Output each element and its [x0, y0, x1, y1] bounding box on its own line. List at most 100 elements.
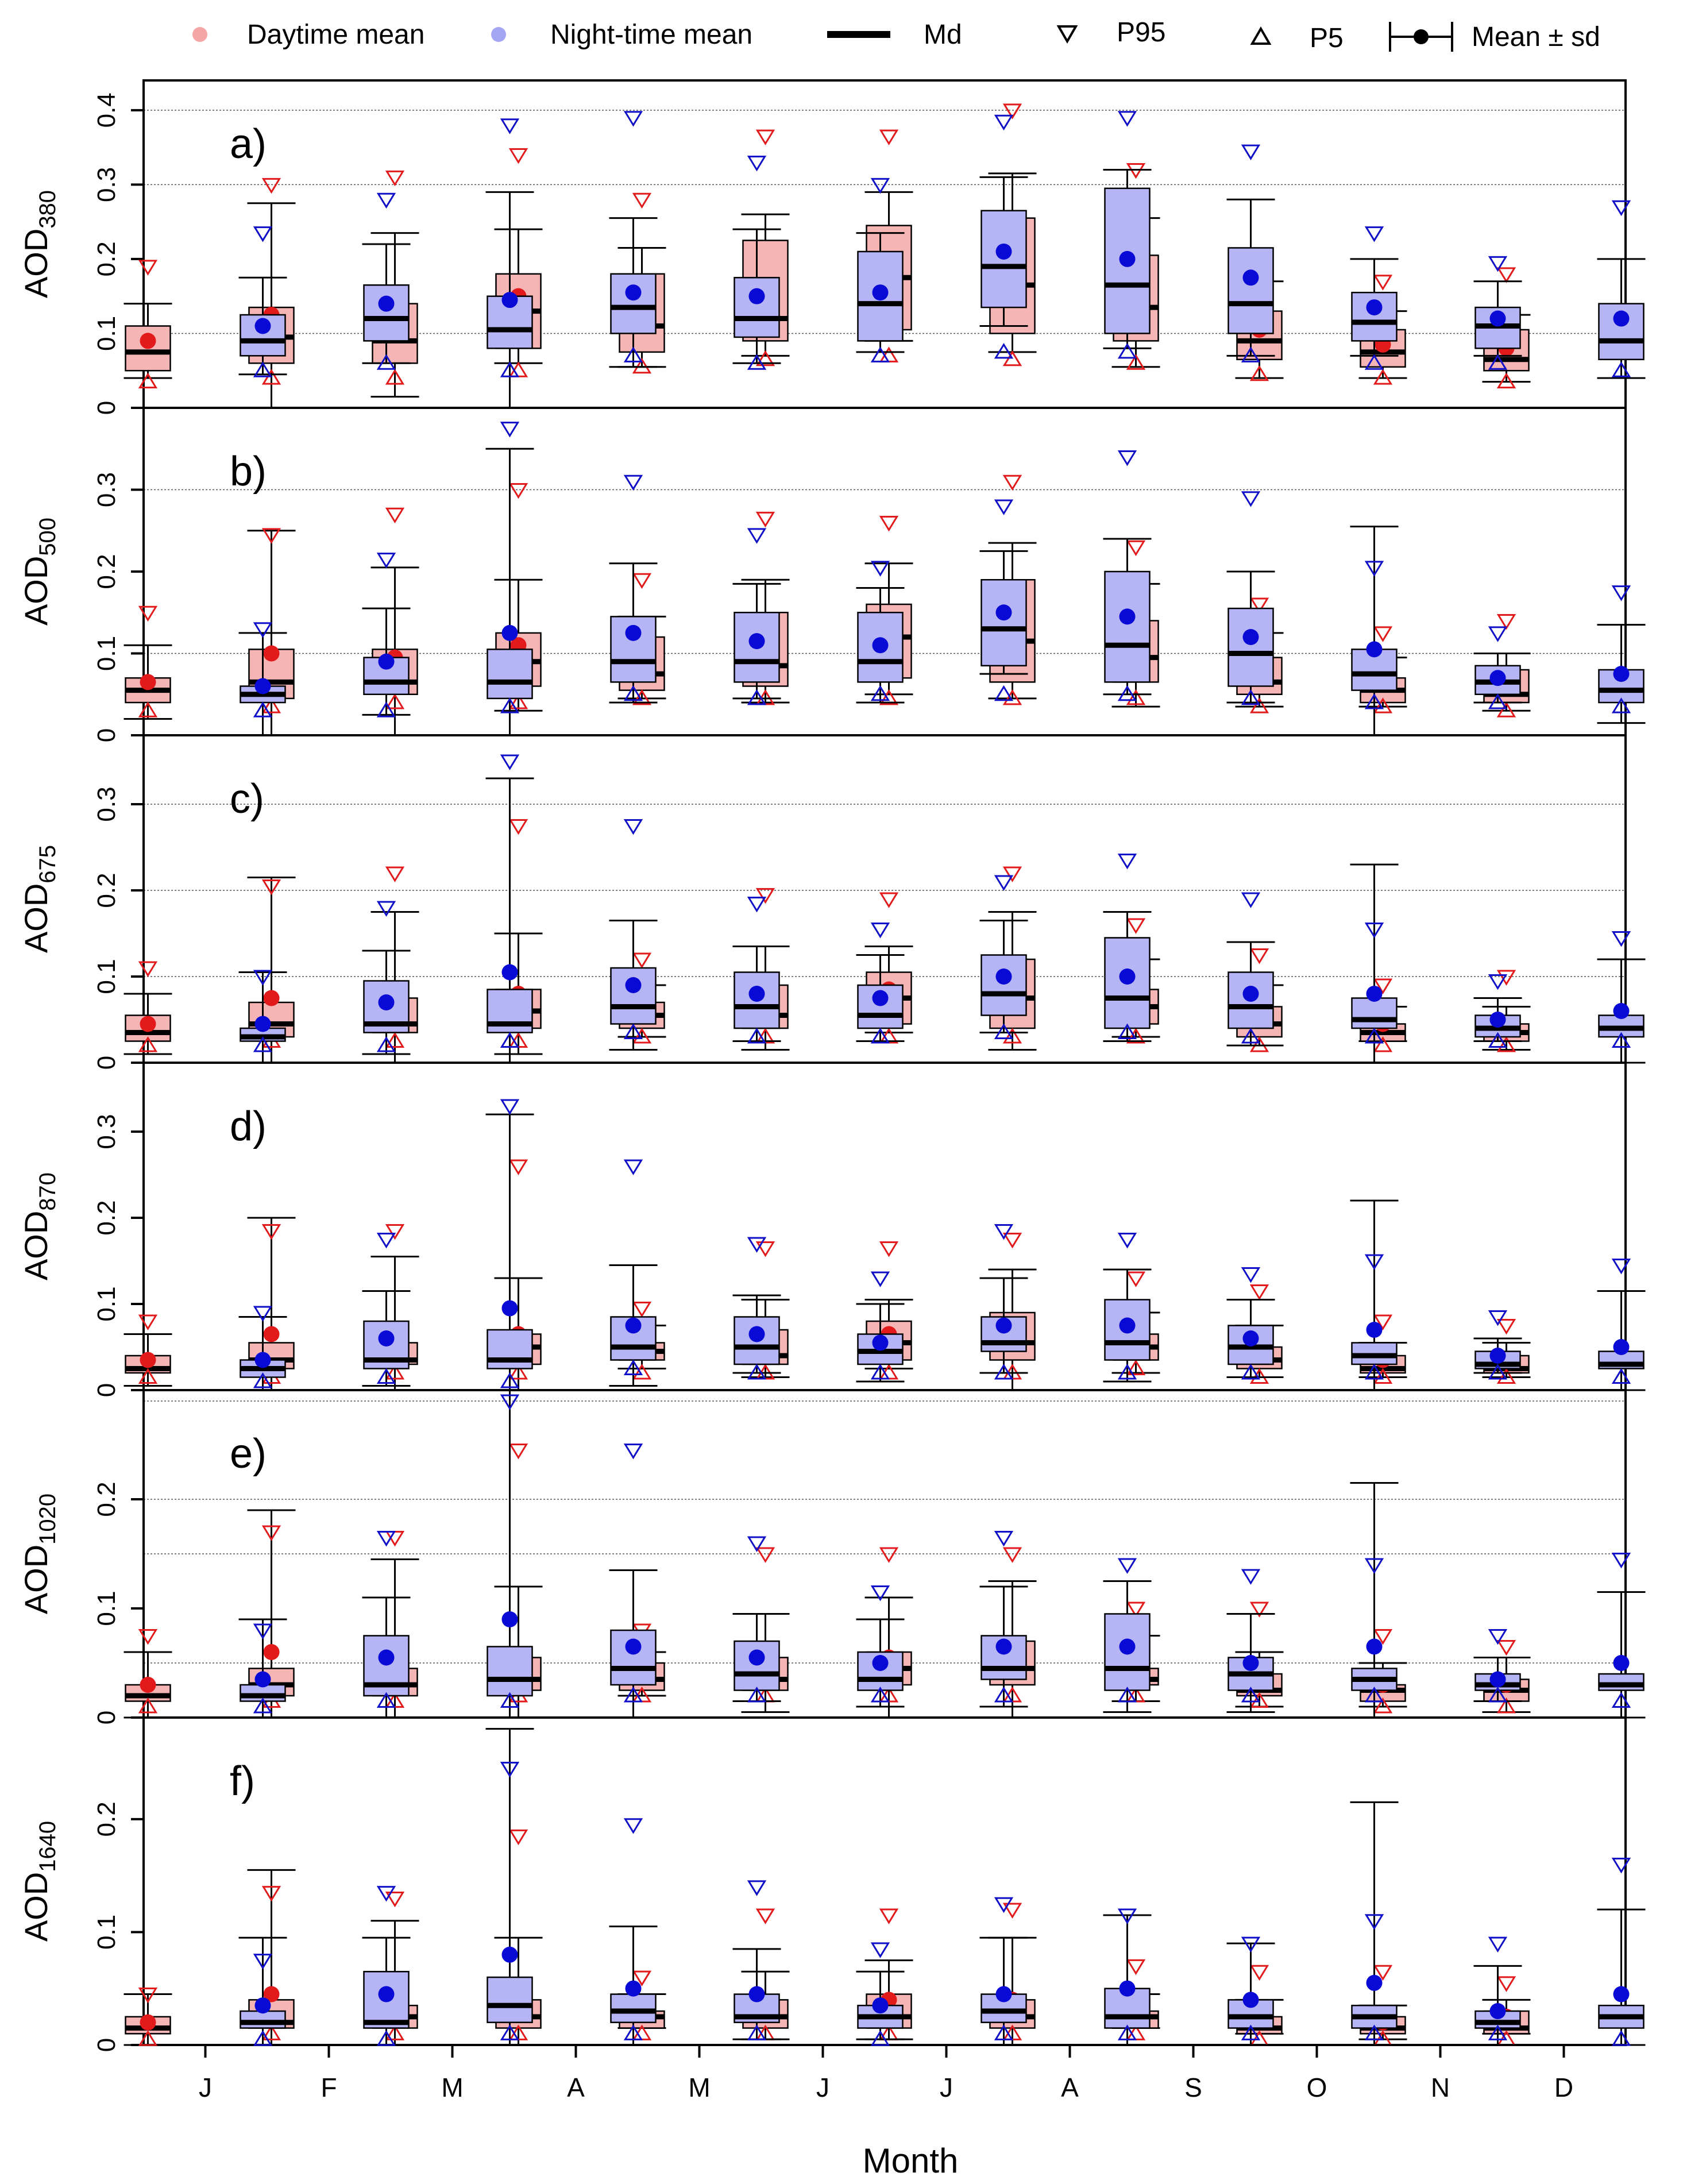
y-tick-label: 0: [92, 1711, 121, 1724]
p95-marker: [1126, 1271, 1146, 1287]
p5-marker: [1488, 693, 1508, 709]
p5-marker: [138, 1036, 158, 1052]
p5-marker: [994, 1364, 1014, 1380]
p95-marker: [500, 754, 520, 770]
p5-marker: [1117, 1023, 1137, 1039]
y-tick-label: 0.1: [92, 1591, 121, 1626]
night-box-N: [1473, 974, 1522, 1048]
p95-marker: [138, 260, 158, 276]
mean-point: [872, 637, 889, 654]
p5-marker: [1373, 1368, 1393, 1384]
p95-marker: [261, 1886, 281, 1902]
p95-marker: [1496, 1319, 1516, 1335]
p95-marker: [1249, 1284, 1269, 1301]
night-box-D: [1597, 200, 1646, 379]
p5-marker: [138, 701, 158, 717]
p5-marker: [385, 369, 405, 385]
mean-point: [872, 284, 889, 301]
p95-marker: [879, 129, 899, 146]
p95-marker: [508, 1829, 528, 1846]
p95-marker: [1002, 103, 1022, 119]
mean-point: [254, 1016, 271, 1032]
night-box-O: [1350, 226, 1399, 370]
night-box-J: [979, 114, 1028, 359]
p95-marker: [1117, 854, 1137, 870]
p95-marker: [1126, 918, 1146, 934]
iqr-box: [981, 954, 1027, 1016]
p5-marker: [138, 1368, 158, 1384]
iqr-box: [981, 579, 1027, 667]
panel-label: e): [230, 1431, 267, 1477]
p95-marker: [747, 528, 767, 544]
p95-marker: [1126, 163, 1146, 179]
p95-marker: [755, 1547, 775, 1563]
mean-point: [378, 1649, 395, 1666]
p95-marker: [1496, 1640, 1516, 1656]
p95-marker: [1373, 626, 1393, 642]
y-tick-label: 0: [92, 728, 121, 742]
p95-marker: [747, 1536, 767, 1552]
p5-marker: [1117, 685, 1137, 701]
p95-marker: [1496, 970, 1516, 986]
night-box-J: [979, 1897, 1028, 2046]
panel-c: 0 0.1 0.2 0.3 AOD675 c): [18, 734, 1646, 1070]
night-box-D: [1597, 585, 1646, 724]
mean-point: [254, 1671, 271, 1688]
legend-p5-icon: [1250, 26, 1272, 45]
p5-marker: [376, 701, 396, 717]
p95-marker: [1488, 1310, 1508, 1326]
night-box-D: [1597, 931, 1646, 1064]
p5-marker: [376, 1368, 396, 1384]
p5-marker: [1364, 1028, 1384, 1044]
p95-marker: [1611, 1259, 1631, 1275]
p95-marker: [1364, 1914, 1384, 1930]
mean-point: [263, 990, 280, 1006]
mean-point: [501, 292, 518, 308]
p5-marker: [1241, 1364, 1261, 1380]
p95-marker: [870, 1271, 890, 1287]
p5-marker: [253, 1697, 273, 1714]
p5-marker: [376, 354, 396, 370]
p5-marker: [1611, 1368, 1631, 1384]
p5-marker: [1364, 1364, 1384, 1380]
mean-point: [1119, 1980, 1136, 1997]
p5-marker: [1117, 2024, 1137, 2040]
p5-marker: [632, 1364, 652, 1380]
legend-item-mean-sd: Mean ± sd: [1389, 22, 1600, 52]
p95-marker: [1126, 540, 1146, 557]
p95-marker: [1373, 1314, 1393, 1330]
mean-point: [748, 1326, 765, 1342]
p95-marker: [261, 879, 281, 896]
x-tick-label: J: [816, 2073, 829, 2102]
p5-marker: [1249, 365, 1269, 381]
p5-marker: [508, 693, 528, 709]
p5-marker: [1611, 1692, 1631, 1708]
p5-marker: [1488, 2024, 1508, 2040]
iqr-box: [1227, 607, 1274, 687]
night-box-J: [238, 1936, 287, 2046]
p95-marker: [138, 1988, 158, 2004]
mean-point: [1366, 641, 1383, 658]
p5-marker: [385, 2024, 405, 2040]
night-box-N: [1473, 1310, 1522, 1380]
mean-point: [1119, 968, 1136, 985]
p95-marker: [500, 1761, 520, 1778]
p5-marker: [1496, 1697, 1516, 1714]
mean-point: [378, 1330, 395, 1346]
p95-marker: [385, 1891, 405, 1908]
p5-marker: [1241, 346, 1261, 362]
p5-marker: [870, 346, 890, 362]
legend-label-p5: P5: [1310, 23, 1344, 53]
p95-marker: [755, 888, 775, 904]
mean-point: [625, 284, 642, 301]
p5-marker: [385, 693, 405, 709]
night-box-M: [732, 528, 781, 705]
p5-marker: [1126, 689, 1146, 705]
p5-marker: [500, 1692, 520, 1708]
p5-marker: [870, 1687, 890, 1703]
p95-marker: [1117, 450, 1137, 466]
mean-point: [254, 678, 271, 694]
p95-marker: [870, 178, 890, 194]
y-tick-label: 0.4: [92, 92, 121, 128]
night-box-S: [1226, 1267, 1275, 1380]
